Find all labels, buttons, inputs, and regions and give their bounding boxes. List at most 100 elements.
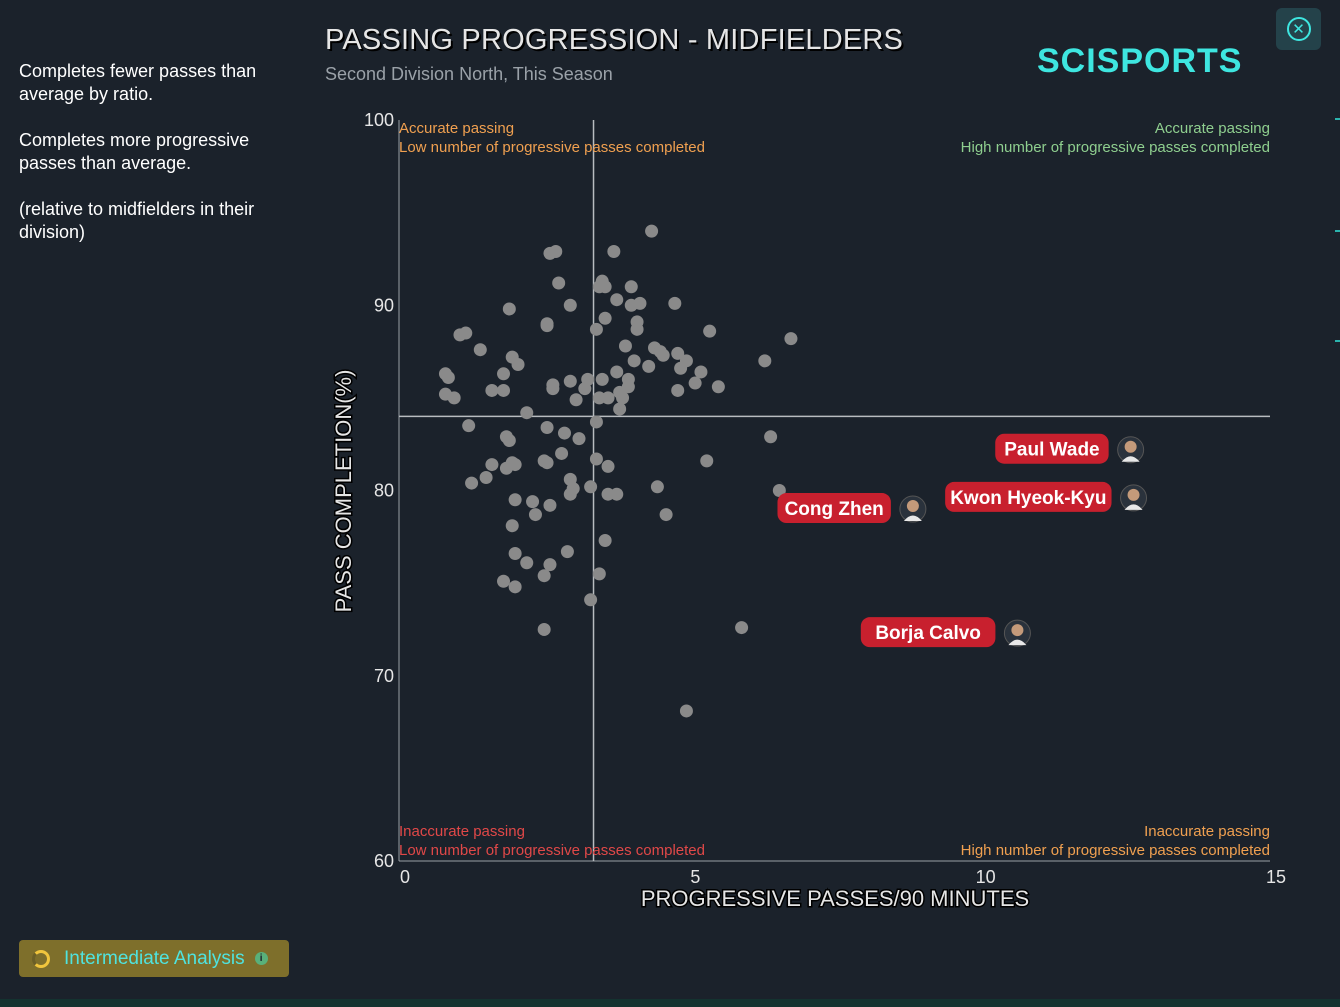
data-point — [712, 380, 725, 393]
data-point — [689, 377, 702, 390]
bottom-bar — [0, 999, 1340, 1007]
data-point — [538, 623, 551, 636]
data-point — [599, 534, 612, 547]
data-point — [668, 297, 681, 310]
data-point — [448, 391, 461, 404]
data-point — [526, 495, 539, 508]
data-point — [497, 384, 510, 397]
player-face — [1011, 624, 1023, 636]
data-point — [538, 569, 551, 582]
data-point — [613, 402, 626, 415]
player-label: Kwon Hyeok-Kyu — [950, 488, 1106, 509]
x-tick-label: 5 — [690, 867, 700, 887]
data-point — [671, 384, 684, 397]
data-point — [616, 391, 629, 404]
data-point — [480, 471, 493, 484]
x-tick-label: 10 — [976, 867, 996, 887]
data-point — [590, 453, 603, 466]
data-point — [485, 384, 498, 397]
quadrant-label-bottom-right: High number of progressive passes comple… — [961, 842, 1270, 859]
data-point — [474, 343, 487, 356]
data-point — [610, 293, 623, 306]
data-point — [645, 225, 658, 238]
data-point — [602, 460, 615, 473]
data-point — [506, 519, 519, 532]
data-point — [485, 458, 498, 471]
quadrant-label-bottom-right: Inaccurate passing — [1144, 823, 1270, 840]
data-point — [509, 580, 522, 593]
data-point — [619, 340, 632, 353]
intermediate-analysis-button[interactable]: Intermediate Analysis i — [19, 940, 289, 977]
data-point — [651, 480, 664, 493]
y-tick-label: 60 — [374, 851, 394, 871]
data-point — [509, 458, 522, 471]
data-point — [558, 427, 571, 440]
data-point — [590, 323, 603, 336]
data-point — [564, 488, 577, 501]
data-point — [764, 430, 777, 443]
data-point — [700, 454, 713, 467]
data-point — [758, 354, 771, 367]
data-point — [622, 380, 635, 393]
data-point — [564, 375, 577, 388]
data-point — [680, 704, 693, 717]
player-face — [1125, 441, 1137, 453]
data-point — [628, 354, 641, 367]
data-point — [552, 277, 565, 290]
data-point — [570, 393, 583, 406]
player-face — [907, 500, 919, 512]
data-point — [703, 325, 716, 338]
player-marker: Cong Zhen — [777, 493, 925, 523]
data-point — [503, 434, 516, 447]
data-point — [509, 493, 522, 506]
y-tick-label: 90 — [374, 295, 394, 315]
x-axis-label: PROGRESSIVE PASSES/90 MINUTES — [641, 886, 1029, 911]
quadrant-label-top-right: Accurate passing — [1155, 120, 1270, 137]
data-point — [610, 488, 623, 501]
data-point — [546, 378, 559, 391]
data-point — [564, 299, 577, 312]
data-point — [657, 349, 670, 362]
analysis-level-label: Intermediate Analysis — [64, 948, 245, 970]
data-point — [561, 545, 574, 558]
progress-ring-icon — [32, 950, 50, 968]
quadrant-label-top-left: Accurate passing — [399, 120, 514, 137]
info-icon[interactable]: i — [255, 952, 268, 965]
data-point — [599, 280, 612, 293]
data-point — [694, 365, 707, 378]
data-point — [497, 367, 510, 380]
y-tick-label: 70 — [374, 666, 394, 686]
data-point — [555, 447, 568, 460]
data-point — [573, 432, 586, 445]
data-point — [625, 280, 638, 293]
data-point — [607, 245, 620, 258]
data-point — [512, 358, 525, 371]
data-point — [610, 365, 623, 378]
player-label: Borja Calvo — [875, 623, 981, 644]
data-point — [599, 312, 612, 325]
data-point — [660, 508, 673, 521]
data-point — [509, 547, 522, 560]
data-point — [541, 421, 554, 434]
player-marker: Borja Calvo — [861, 617, 1031, 647]
data-point — [596, 373, 609, 386]
data-point — [584, 593, 597, 606]
data-point — [503, 302, 516, 315]
data-point — [680, 354, 693, 367]
y-tick-label: 100 — [364, 110, 394, 130]
data-point — [633, 297, 646, 310]
data-point — [465, 477, 478, 490]
player-marker: Kwon Hyeok-Kyu — [945, 482, 1146, 512]
player-marker: Paul Wade — [995, 434, 1143, 464]
player-face — [1128, 489, 1140, 501]
data-point — [459, 327, 472, 340]
data-point — [520, 406, 533, 419]
data-point — [593, 567, 606, 580]
data-point — [520, 556, 533, 569]
data-point — [602, 391, 615, 404]
data-point — [462, 419, 475, 432]
data-point — [642, 360, 655, 373]
quadrant-label-bottom-left: Low number of progressive passes complet… — [399, 842, 705, 859]
x-tick-label: 0 — [400, 867, 410, 887]
data-point — [584, 480, 597, 493]
